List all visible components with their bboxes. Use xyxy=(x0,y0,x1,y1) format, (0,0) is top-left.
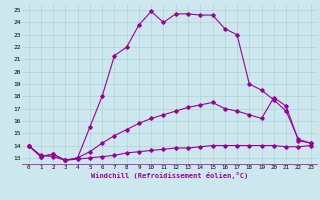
X-axis label: Windchill (Refroidissement éolien,°C): Windchill (Refroidissement éolien,°C) xyxy=(91,172,248,179)
